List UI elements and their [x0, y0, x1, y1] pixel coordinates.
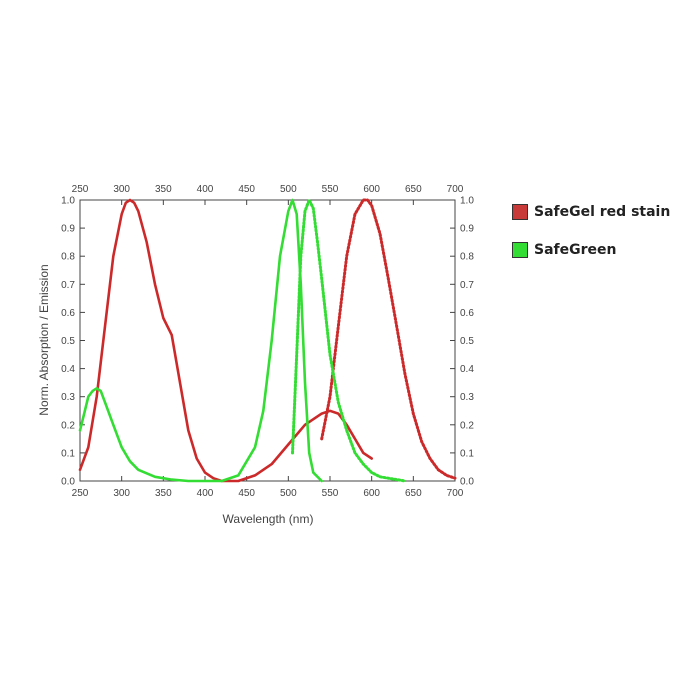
x-tick-label-top: 550	[322, 184, 339, 195]
legend-label-safegel: SafeGel red stain	[534, 204, 671, 220]
x-tick-label-bottom: 250	[72, 488, 89, 499]
y-tick-label-right: 0.3	[460, 392, 474, 403]
y-tick-label-right: 1.0	[460, 196, 474, 207]
y-tick-label-right: 0.6	[460, 308, 474, 319]
x-tick-label-bottom: 350	[155, 488, 172, 499]
y-tick-label-left: 1.0	[61, 196, 75, 207]
x-axis-title: Wavelength (nm)	[223, 512, 314, 526]
y-tick-label-right: 0.0	[460, 477, 474, 488]
y-tick-label-left: 0.0	[61, 477, 75, 488]
y-tick-label-right: 0.7	[460, 280, 474, 291]
y-tick-label-left: 0.1	[61, 448, 75, 459]
x-tick-label-bottom: 700	[447, 488, 464, 499]
x-tick-label-top: 500	[280, 184, 297, 195]
y-tick-label-left: 0.9	[61, 224, 75, 235]
legend-swatch-safegreen	[512, 242, 528, 258]
x-tick-label-top: 250	[72, 184, 89, 195]
safegel-red-stain-emission-line	[320, 198, 457, 480]
x-tick-label-bottom: 500	[280, 488, 297, 499]
x-tick-label-bottom: 300	[113, 488, 130, 499]
x-tick-label-bottom: 550	[322, 488, 339, 499]
x-tick-label-top: 300	[113, 184, 130, 195]
safegreen-absorption-line	[78, 198, 323, 483]
y-axis-title: Norm. Absorption / Emission	[37, 264, 51, 415]
y-tick-label-right: 0.8	[460, 252, 474, 263]
x-tick-label-bottom: 600	[363, 488, 380, 499]
x-tick-label-top: 400	[197, 184, 214, 195]
y-tick-label-left: 0.7	[61, 280, 75, 291]
x-tick-label-bottom: 400	[197, 488, 214, 499]
x-tick-label-bottom: 450	[238, 488, 255, 499]
legend-item-safegreen: SafeGreen	[512, 236, 670, 264]
y-tick-label-left: 0.5	[61, 336, 75, 347]
y-tick-label-right: 0.5	[460, 336, 474, 347]
y-tick-label-right: 0.1	[460, 448, 474, 459]
series-layer	[78, 198, 457, 483]
x-tick-label-top: 350	[155, 184, 172, 195]
legend: SafeGel red stain SafeGreen	[512, 198, 670, 274]
y-tick-label-right: 0.9	[460, 224, 474, 235]
y-tick-label-left: 0.6	[61, 308, 75, 319]
x-tick-label-top: 450	[238, 184, 255, 195]
safegel-red-stain-absorption-line	[78, 198, 373, 483]
legend-label-safegreen: SafeGreen	[534, 242, 617, 258]
legend-item-safegel: SafeGel red stain	[512, 198, 670, 226]
x-tick-label-top: 650	[405, 184, 422, 195]
x-tick-label-top: 700	[447, 184, 464, 195]
x-tick-label-top: 600	[363, 184, 380, 195]
y-tick-label-left: 0.8	[61, 252, 75, 263]
safegreen-emission-line	[291, 198, 407, 483]
y-tick-label-left: 0.4	[61, 364, 75, 375]
x-tick-label-bottom: 650	[405, 488, 422, 499]
y-tick-label-left: 0.3	[61, 392, 75, 403]
y-tick-label-right: 0.2	[460, 420, 474, 431]
legend-swatch-safegel	[512, 204, 528, 220]
y-tick-label-left: 0.2	[61, 420, 75, 431]
y-tick-label-right: 0.4	[460, 364, 474, 375]
